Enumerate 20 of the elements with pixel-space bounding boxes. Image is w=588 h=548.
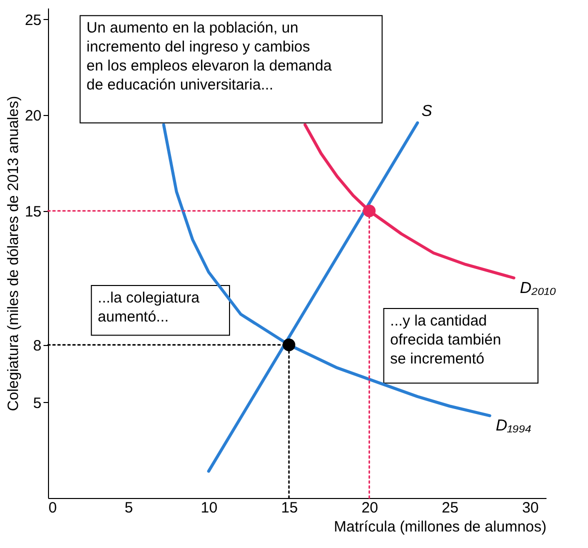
y-axis-title: Colegiatura (miles de dólares de 2013 anuales) — [4, 96, 22, 412]
x-tick-label: 20 — [361, 500, 378, 516]
y-tick-label: 5 — [33, 394, 42, 412]
annotation: ...la colegiatura aumentó... — [98, 289, 200, 326]
y-tick-label: 15 — [24, 203, 42, 220]
series-label: S — [421, 102, 432, 120]
x-axis-title: Matrícula (millones de alumnos) — [334, 518, 547, 536]
x-tick-label: 25 — [442, 500, 458, 516]
series-label: D₁₉₉₄ — [496, 418, 532, 435]
y-tick-label: 25 — [24, 12, 42, 29]
annotation: ...y la cantidad ofrecida también se incrementó — [390, 312, 502, 368]
series-label: D₂₀₁₀ — [520, 280, 556, 297]
x-tick-label: 15 — [281, 500, 298, 516]
x-tick-label: 10 — [200, 500, 218, 516]
x-tick-label: 0 — [48, 500, 57, 516]
annotation: Un aumento en la población, un incremento del ingreso y cambios en los empleos elevaron la demanda de educación universitaria... — [86, 19, 332, 94]
x-tick-label: 5 — [124, 500, 133, 516]
y-tick-label: 20 — [24, 108, 42, 125]
x-tick-label: 30 — [522, 500, 539, 516]
y-tick-label: 8 — [33, 337, 42, 354]
